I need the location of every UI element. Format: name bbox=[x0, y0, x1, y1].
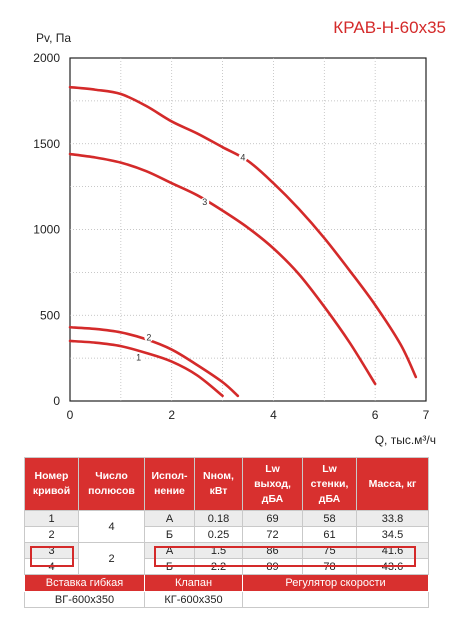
cell-mass: 41.6 bbox=[356, 542, 429, 559]
accessory-flex-value: ВГ-600х350 bbox=[24, 591, 145, 608]
cell-lw-out: 69 bbox=[242, 510, 303, 527]
x-tick-label: 7 bbox=[423, 408, 430, 422]
series-label-bg-2 bbox=[144, 333, 154, 343]
cell-mass: 33.8 bbox=[356, 510, 429, 527]
cell-curve: 2 bbox=[24, 526, 79, 543]
header-mass: Масса, кг bbox=[356, 457, 429, 511]
cell-variant: А bbox=[144, 510, 195, 527]
header-poles: Число полюсов bbox=[78, 457, 145, 511]
cell-power: 0.18 bbox=[194, 510, 243, 527]
cell-curve: 1 bbox=[24, 510, 79, 527]
cell-lw-out: 72 bbox=[242, 526, 303, 543]
cell-poles: 2 bbox=[78, 542, 145, 575]
series-label-4: 4 bbox=[240, 152, 245, 162]
y-tick-label: 500 bbox=[40, 308, 60, 322]
series-line-1 bbox=[68, 339, 224, 398]
header-lw-out: Lw выход, дБА bbox=[242, 457, 303, 511]
table-row: 1 4 А 0.18 69 58 33.8 bbox=[24, 510, 429, 543]
cell-power: 2.2 bbox=[194, 558, 243, 575]
accessory-flex-label: Вставка гибкая bbox=[24, 574, 145, 592]
x-tick-label: 2 bbox=[168, 408, 175, 422]
cell-power: 1.5 bbox=[194, 542, 243, 559]
header-curve: Номер кривой bbox=[24, 457, 79, 511]
y-tick-label: 2000 bbox=[33, 51, 60, 65]
cell-variant: А bbox=[144, 542, 195, 559]
accessory-label-row: Вставка гибкая Клапан Регулятор скорости bbox=[24, 574, 429, 592]
cell-poles: 4 bbox=[78, 510, 145, 543]
cell-variant: Б bbox=[144, 558, 195, 575]
x-tick-label: 4 bbox=[270, 408, 277, 422]
header-lw-wall: Lw стенки, дБА bbox=[302, 457, 357, 511]
y-axis-label: Pv, Па bbox=[36, 31, 72, 45]
x-tick-label: 6 bbox=[372, 408, 379, 422]
accessory-regulator-label: Регулятор скорости bbox=[242, 574, 429, 592]
table-header-row: Номер кривой Число полюсов Испол- нение … bbox=[24, 457, 429, 511]
y-tick-label: 0 bbox=[53, 394, 60, 408]
cell-lw-wall: 75 bbox=[302, 542, 357, 559]
x-axis-label: Q, тыс.м³/ч bbox=[374, 433, 436, 447]
header-variant: Испол- нение bbox=[144, 457, 195, 511]
chart-title: КРАВ-Н-60х35 bbox=[333, 18, 446, 37]
accessory-value-row: ВГ-600х350 КГ-600х350 bbox=[24, 591, 429, 608]
accessory-valve-value: КГ-600х350 bbox=[144, 591, 243, 608]
series-line-3 bbox=[68, 152, 377, 386]
series-label-bg-4 bbox=[238, 152, 248, 162]
header-power: Nном, кВт bbox=[194, 457, 243, 511]
y-tick-label: 1500 bbox=[33, 137, 60, 151]
series-label-3: 3 bbox=[202, 197, 207, 207]
series-line-4 bbox=[68, 85, 418, 379]
cell-lw-wall: 58 bbox=[302, 510, 357, 527]
series-label-2: 2 bbox=[146, 333, 151, 343]
cell-mass: 34.5 bbox=[356, 526, 429, 543]
table-row: 3 2 А 1.5 86 75 41.6 bbox=[24, 542, 429, 575]
cell-lw-wall: 78 bbox=[302, 558, 357, 575]
cell-curve: 3 bbox=[24, 542, 79, 559]
series-line-2 bbox=[68, 325, 240, 398]
accessory-regulator-value bbox=[242, 591, 429, 608]
accessory-valve-label: Клапан bbox=[144, 574, 243, 592]
x-tick-label: 0 bbox=[67, 408, 74, 422]
cell-lw-wall: 61 bbox=[302, 526, 357, 543]
cell-mass: 43.6 bbox=[356, 558, 429, 575]
spec-table: Номер кривой Число полюсов Испол- нение … bbox=[24, 457, 429, 608]
cell-curve: 4 bbox=[24, 558, 79, 575]
series-label-1: 1 bbox=[136, 352, 141, 362]
cell-variant: Б bbox=[144, 526, 195, 543]
cell-power: 0.25 bbox=[194, 526, 243, 543]
cell-lw-out: 86 bbox=[242, 542, 303, 559]
series-label-bg-3 bbox=[200, 197, 210, 207]
cell-lw-out: 89 bbox=[242, 558, 303, 575]
y-tick-label: 1000 bbox=[33, 223, 60, 237]
series-label-bg-1 bbox=[134, 352, 144, 362]
